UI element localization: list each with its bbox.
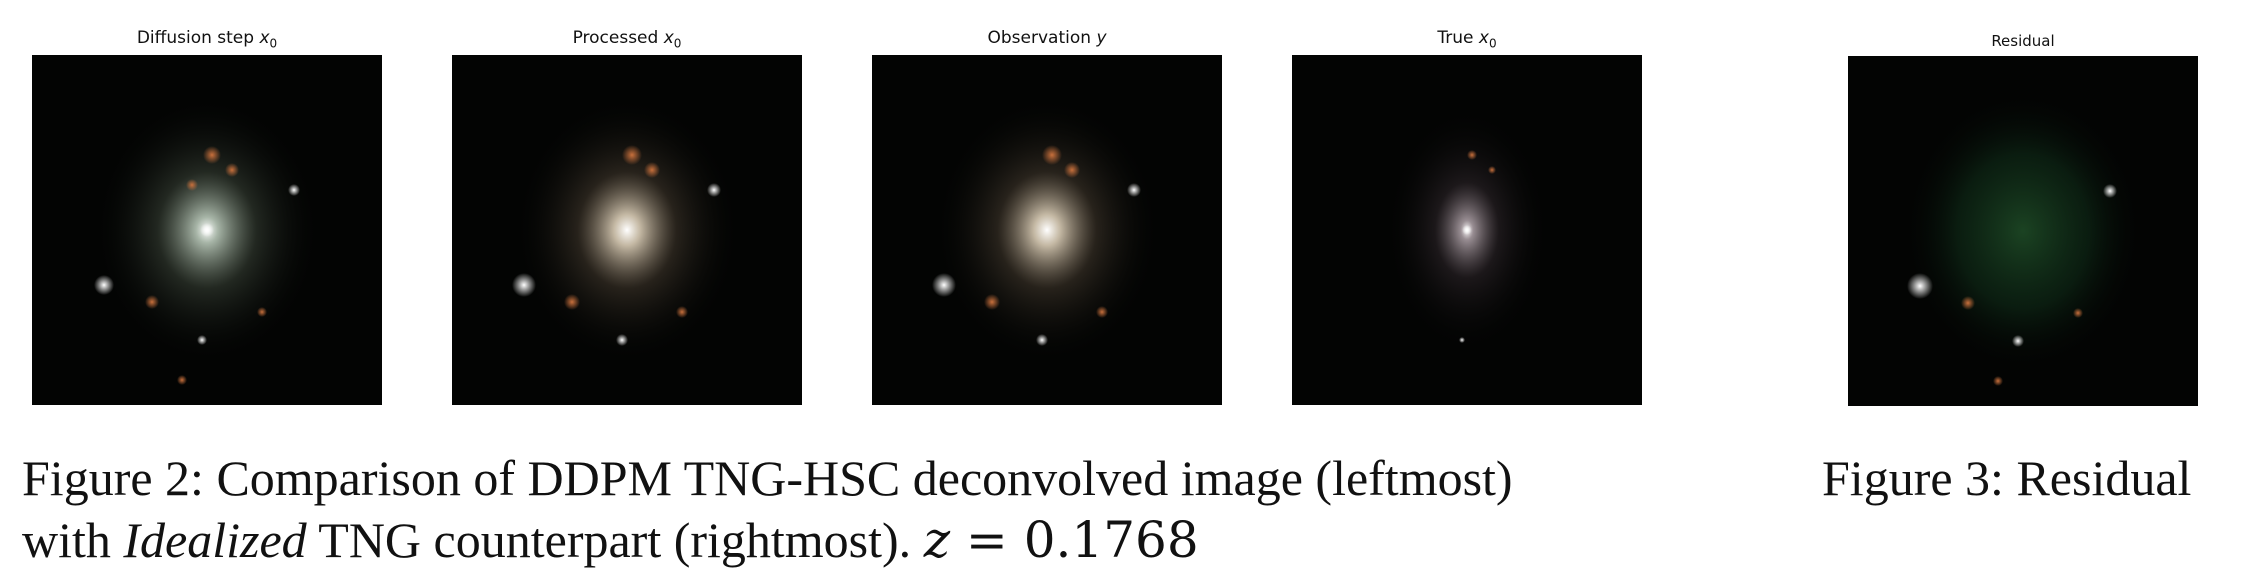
title-text: Diffusion step	[136, 28, 260, 48]
residual-image	[1848, 56, 2198, 406]
math-equation: = 0.1768	[950, 511, 1199, 569]
panel-processed: Processed x0	[452, 0, 802, 410]
figure-2-text-post: TNG counterpart (rightmost).	[306, 512, 924, 568]
figure-3-caption: Figure 3: Residual	[1822, 447, 2191, 509]
panel-observation: Observation y	[872, 0, 1222, 410]
figure-2-text: Comparison of DDPM TNG-HSC deconvolved i…	[216, 450, 1513, 506]
figure-2-line-1: Figure 2: Comparison of DDPM TNG-HSC dec…	[22, 447, 1513, 509]
panel-diffusion-step: Diffusion step x0	[32, 0, 382, 410]
title-variable: y	[1096, 28, 1107, 48]
figure-3-label: Figure 3:	[1822, 450, 2004, 506]
title-variable: x	[663, 28, 674, 48]
panel-title: True x0	[1292, 28, 1642, 50]
panel-title: Processed x0	[452, 28, 802, 50]
figure-3-text: Residual	[2016, 450, 2192, 506]
galaxy-image	[32, 55, 382, 405]
title-text: Residual	[1991, 32, 2055, 50]
figure-2-emphasis: Idealized	[123, 512, 307, 568]
title-subscript: 0	[673, 36, 682, 51]
figure-2-caption: Figure 2: Comparison of DDPM TNG-HSC dec…	[22, 447, 1513, 571]
panel-title: Diffusion step x0	[32, 28, 382, 50]
galaxy-image	[452, 55, 802, 405]
title-text: True	[1437, 28, 1479, 48]
galaxy-image	[1292, 55, 1642, 405]
math-variable: z	[923, 511, 951, 569]
figure-2-text-pre: with	[22, 512, 124, 568]
title-variable: x	[1478, 28, 1489, 48]
title-subscript: 0	[269, 36, 278, 51]
panel-residual: Residual	[1848, 0, 2198, 410]
title-variable: x	[259, 28, 270, 48]
panel-title: Observation y	[872, 28, 1222, 50]
panel-true: True x0	[1292, 0, 1642, 410]
figure-2-label: Figure 2:	[22, 450, 204, 506]
figure-2-line-2: with Idealized TNG counterpart (rightmos…	[22, 509, 1513, 571]
panel-title: Residual	[1848, 32, 2198, 50]
title-subscript: 0	[1488, 36, 1497, 51]
title-text: Processed	[572, 28, 664, 48]
galaxy-image	[872, 55, 1222, 405]
title-text: Observation	[987, 28, 1097, 48]
